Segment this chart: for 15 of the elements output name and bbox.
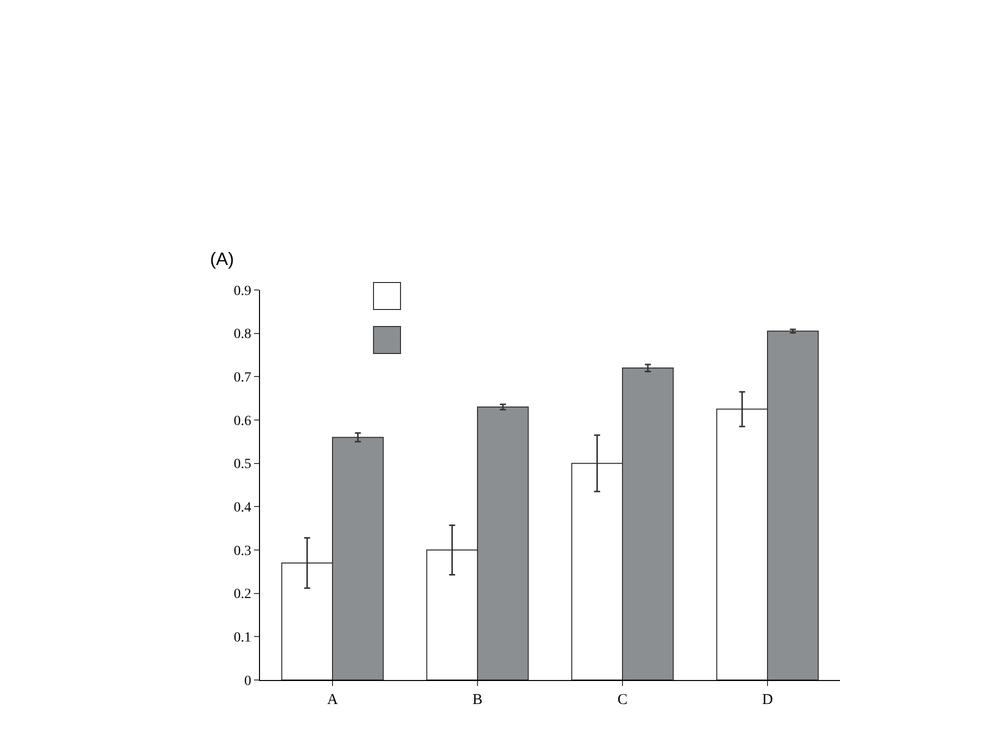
y-tick-label: 0.4 [234,500,252,516]
y-tick-label: 0 [244,674,252,689]
x-tick-label: A [327,692,338,708]
x-tick-label: B [472,692,483,708]
y-tick-label: 0.6 [234,414,252,429]
y-tick-label: 0.2 [234,587,252,602]
x-tick-label: C [617,692,628,708]
chart-title: (A) [210,249,234,270]
y-tick-label: 0.7 [234,370,252,386]
y-tick-label: 0.8 [234,327,252,342]
y-tick-label: 0.5 [234,457,252,472]
y-tick-label: 0.1 [234,630,252,646]
x-tick-label: D [762,692,774,708]
y-tick-label: 0.3 [234,544,252,559]
y-tick-label: 0.9 [234,284,252,299]
